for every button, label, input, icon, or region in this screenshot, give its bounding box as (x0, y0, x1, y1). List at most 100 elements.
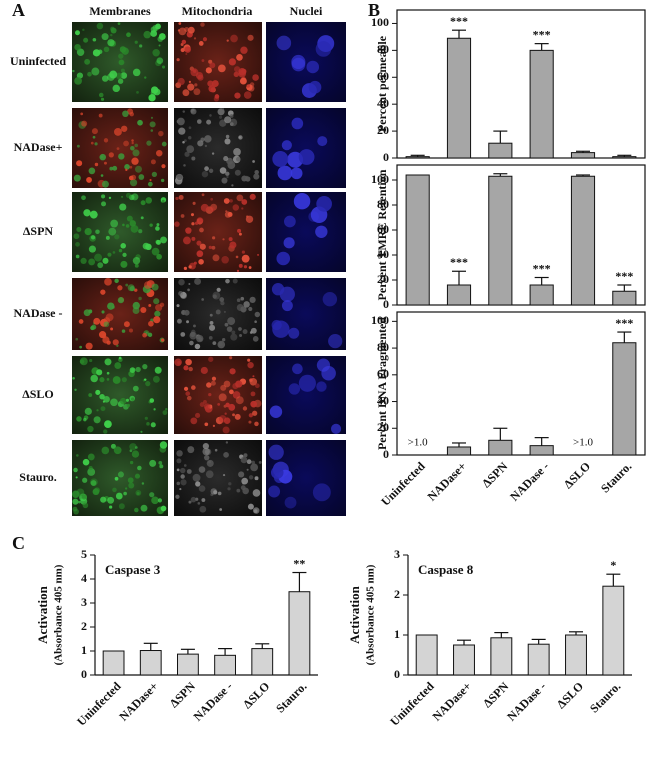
cell (227, 487, 231, 491)
y-tick-label: 4 (81, 571, 87, 585)
annotation: *** (533, 27, 551, 41)
cell (196, 240, 202, 246)
cell (121, 125, 128, 132)
cell (183, 365, 189, 371)
cell (110, 327, 114, 331)
cell (129, 165, 133, 169)
x-tick-label: NADase+ (425, 459, 470, 504)
cell (87, 425, 94, 433)
cell (129, 460, 134, 465)
cell (232, 278, 238, 284)
cell (128, 482, 135, 489)
cell (82, 502, 89, 509)
cell (118, 503, 125, 510)
cell (102, 257, 109, 264)
cell (243, 91, 252, 99)
cell (100, 97, 105, 101)
cell (269, 405, 283, 418)
bar (565, 634, 587, 676)
cell (230, 34, 238, 43)
cell (90, 374, 98, 383)
cell (110, 26, 115, 32)
bar (214, 654, 236, 676)
cell (142, 242, 150, 250)
cell (131, 141, 134, 145)
cell (151, 496, 159, 505)
cell (201, 498, 206, 502)
cell (132, 68, 141, 77)
cell (146, 422, 150, 426)
cell (196, 119, 202, 124)
cell (293, 192, 311, 210)
cell (155, 239, 161, 245)
cell (152, 48, 160, 57)
cell (90, 235, 96, 240)
cell (122, 252, 127, 258)
cell (236, 54, 243, 61)
cell (156, 223, 160, 227)
cell (196, 334, 204, 343)
cell (153, 316, 161, 324)
cell (94, 162, 99, 167)
cell (72, 498, 79, 505)
cell (90, 478, 98, 487)
cell (199, 505, 207, 513)
cell (220, 384, 227, 391)
cell (330, 423, 342, 434)
cell (227, 161, 236, 169)
cell (252, 160, 255, 163)
cell (229, 199, 233, 203)
y-tick-label: 40 (377, 247, 389, 261)
cell (144, 76, 147, 79)
cell (83, 37, 89, 43)
cell (148, 320, 154, 327)
cell (97, 262, 104, 269)
cell (234, 413, 241, 420)
y-tick-label: 0 (81, 667, 87, 681)
cell (82, 28, 85, 32)
panel-label: A (12, 0, 25, 20)
y-tick-label: 80 (377, 42, 389, 56)
micrograph (174, 440, 262, 516)
cell (238, 263, 243, 268)
cell (98, 113, 103, 118)
cell (229, 356, 233, 360)
cell (229, 114, 234, 118)
cell (175, 196, 179, 201)
error-bar (452, 270, 466, 285)
cell (116, 344, 119, 347)
row-label: ΔSPN (23, 224, 54, 238)
y-axis-label: Percent DNA Fragmented (375, 317, 389, 450)
cell (195, 412, 201, 419)
cell (212, 236, 216, 240)
cell (110, 219, 119, 228)
cell (223, 156, 229, 162)
cell (203, 403, 211, 410)
cell (73, 467, 78, 473)
cell (232, 413, 236, 417)
cell (193, 88, 201, 96)
cell (134, 143, 139, 148)
y-tick-label: 0 (383, 447, 389, 461)
cell (234, 169, 241, 176)
cell (243, 265, 248, 269)
cell (161, 164, 166, 169)
cell (79, 359, 85, 364)
cell (130, 224, 139, 233)
cell (155, 226, 160, 231)
cell (224, 322, 229, 327)
cell (218, 415, 227, 423)
cell (187, 26, 195, 34)
error-bar (576, 150, 590, 153)
cell (88, 167, 96, 175)
bar (453, 644, 475, 676)
cell (98, 331, 107, 339)
error-bar (493, 427, 508, 441)
cell (239, 77, 247, 85)
cell (181, 39, 187, 45)
cell (101, 194, 106, 199)
cell (276, 251, 291, 266)
y-tick-label: 20 (377, 123, 389, 137)
cell (198, 259, 204, 265)
cell (75, 242, 80, 247)
